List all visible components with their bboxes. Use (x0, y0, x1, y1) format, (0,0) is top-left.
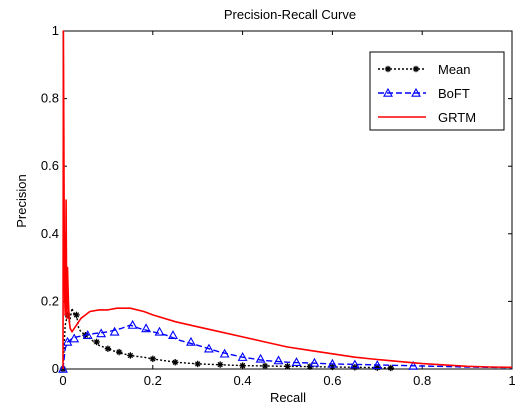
legend-box (369, 51, 505, 131)
series-marker-mean (284, 363, 291, 369)
series-marker-boft (168, 330, 178, 339)
series-marker-mean (388, 365, 394, 371)
series-marker-boft (62, 336, 73, 346)
series-marker-boft (82, 330, 93, 339)
legend-label-grtm: GRTM (438, 110, 476, 125)
y-tick-label: 0.6 (41, 158, 59, 173)
series-line-mean (62, 307, 391, 370)
series-marker-boft (372, 360, 383, 370)
x-tick-label: 1 (508, 373, 515, 388)
series-marker-mean (73, 312, 80, 318)
series-marker-mean (374, 364, 380, 371)
series-line-grtm (62, 30, 513, 370)
series-marker-boft (309, 357, 320, 367)
series-marker-mean (150, 356, 156, 362)
series-marker-mean (172, 359, 178, 365)
series-marker-boft (273, 355, 284, 365)
series-marker-boft (58, 363, 68, 373)
legend-marker-mean (385, 66, 391, 72)
series-marker-boft (237, 352, 248, 361)
series-marker-mean (93, 339, 100, 345)
plot-area: 0 0.2 0.4 0.6 0.8 1 0 0.2 0.4 0.6 0.8 1 Mean BoFT GRTM (41, 23, 515, 388)
series-marker-mean (217, 361, 223, 368)
series-marker-mean (239, 362, 246, 369)
y-tick-label: 1 (52, 23, 59, 38)
series-marker-mean (105, 346, 111, 352)
series-marker-boft (255, 353, 266, 363)
legend-marker-boft (411, 87, 421, 97)
y-tick-label: 0.2 (41, 293, 59, 308)
series-marker-boft (349, 359, 360, 369)
series-marker-mean (127, 352, 134, 359)
series-marker-boft (327, 358, 338, 368)
y-tick-label: 0.8 (41, 91, 59, 106)
series-marker-boft (408, 360, 419, 370)
legend-marker-mean (413, 66, 419, 72)
series-marker-boft (96, 328, 107, 338)
x-tick-label: 0 (59, 373, 66, 388)
series-marker-boft (127, 319, 138, 329)
series-marker-boft (69, 333, 80, 343)
series-marker-boft (141, 323, 151, 333)
y-axis-label: Precision (14, 174, 29, 227)
x-tick-label: 0.2 (144, 373, 162, 388)
series-marker-boft (291, 357, 302, 366)
legend-label-mean: Mean (438, 62, 471, 77)
x-tick-label: 0.4 (234, 373, 252, 388)
series-marker-boft (109, 326, 120, 336)
series-marker-boft (203, 343, 214, 353)
series-marker-boft (219, 348, 230, 358)
series-marker-boft (186, 336, 196, 346)
series-marker-boft (154, 326, 165, 336)
legend-marker-boft (383, 87, 393, 97)
chart-title: Precision-Recall Curve (224, 7, 356, 22)
y-tick-label: 0.4 (41, 226, 59, 241)
x-axis-label: Recall (270, 390, 306, 405)
x-tick-label: 0.8 (413, 373, 431, 388)
series-marker-mean (116, 349, 122, 355)
series-marker-mean (195, 361, 201, 367)
x-tick-label: 0.6 (323, 373, 341, 388)
series-marker-mean (262, 363, 268, 369)
y-tick-label: 0 (52, 361, 59, 376)
legend-label-boft: BoFT (438, 86, 470, 101)
